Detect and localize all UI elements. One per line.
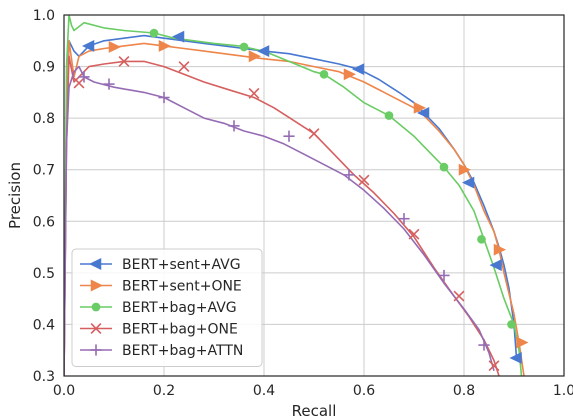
series-line-bert-sent-avg [64,34,518,376]
marker-point [283,130,295,142]
legend: BERT+sent+AVG BERT+sent+ONE BERT+bag+AVG BE… [71,248,263,367]
legend-label: BERT+bag+ATTN [122,343,243,359]
marker-point [149,28,159,38]
marker-point [78,71,90,83]
legend-box [71,248,263,367]
marker-point [488,360,500,372]
x-tick-label: 0.2 [153,383,175,399]
marker-point [438,269,450,282]
marker-point [408,228,420,240]
y-tick-label: 0.9 [33,60,55,76]
marker-point [89,258,102,270]
marker-point [90,279,103,292]
legend-item: BERT+bag+ONE [80,322,238,338]
marker-point [493,243,506,256]
y-tick-label: 0.6 [33,214,55,230]
x-tick-label: 0.6 [353,383,375,399]
marker-point [343,68,356,81]
marker-point [398,213,410,225]
marker-point [413,101,426,114]
marker-point [118,55,130,67]
marker-point [352,63,365,76]
marker-point [90,344,102,356]
marker-point [228,120,240,132]
x-tick-label: 0.4 [253,383,275,399]
series-markers [73,28,529,372]
marker-point [239,42,249,52]
marker-point [248,87,260,99]
y-axis-label: Precision [6,162,24,229]
marker-point [178,61,190,73]
y-tick-label: 0.5 [33,266,55,282]
legend-item: BERT+sent+AVG [80,257,241,273]
y-tick-label: 0.3 [33,369,55,385]
marker-point [248,50,261,63]
marker-point [73,77,85,89]
tick-labels: 0.0 0.2 0.4 0.6 0.8 1.0 0.3 0.4 0.5 0.6 0.7 0.8 0.9 1… [33,8,573,399]
y-tick-label: 0.4 [33,317,55,333]
x-tick-label: 0.0 [53,383,75,399]
y-tick-label: 0.7 [33,163,55,179]
x-tick-label: 0.8 [453,383,475,399]
series-line-bert-sent-one [64,39,525,376]
marker-point [158,91,170,104]
marker-point [343,169,355,181]
legend-label: BERT+bag+ONE [122,322,238,338]
marker-point [108,41,121,53]
marker-point [319,69,329,79]
marker-point [458,163,471,176]
x-axis-label: Recall [292,402,337,419]
marker-point [82,39,95,52]
legend-item: BERT+bag+AVG [80,300,237,316]
marker-point [257,45,270,58]
marker-point [462,176,475,189]
y-tick-label: 0.8 [33,111,55,127]
plot-frame [63,14,565,377]
x-tick-label: 1.0 [553,383,573,399]
marker-point [172,30,185,43]
marker-point [103,78,115,90]
marker-point [358,174,370,186]
marker-point [453,290,465,302]
marker-point [417,107,430,119]
marker-point [507,320,516,329]
marker-point [308,128,320,140]
marker-point [489,259,502,272]
legend-label: BERT+bag+AVG [122,300,237,316]
marker-point [90,323,102,334]
legend-item: BERT+bag+ATTN [80,343,243,359]
marker-point [384,111,394,120]
marker-point [158,39,171,52]
marker-point [91,302,101,312]
legend-label: BERT+sent+AVG [122,257,241,273]
marker-point [516,336,529,349]
marker-point [439,162,449,172]
y-tick-label: 1.0 [33,8,55,24]
marker-point [477,234,486,244]
legend-item: BERT+sent+ONE [80,279,242,295]
marker-point [509,352,522,364]
marker-point [478,339,490,351]
legend-label: BERT+sent+ONE [122,279,242,295]
